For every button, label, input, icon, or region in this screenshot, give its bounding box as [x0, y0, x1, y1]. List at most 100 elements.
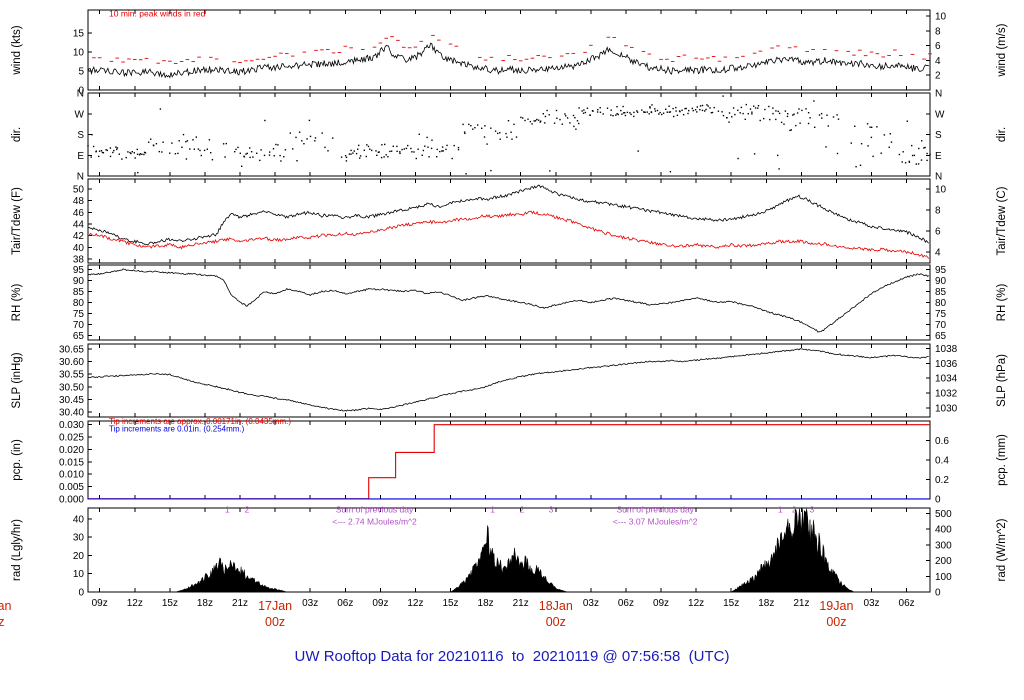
svg-text:48: 48	[73, 196, 85, 207]
x-tick-label: 18z	[197, 598, 213, 609]
svg-text:90: 90	[935, 276, 947, 287]
svg-text:S: S	[935, 130, 942, 141]
svg-text:8: 8	[935, 205, 941, 216]
series-wind-direction-deg	[87, 95, 931, 175]
wind-frame	[87, 9, 931, 91]
svg-text:75: 75	[935, 309, 947, 320]
dir-ylabel-right: dir.	[996, 127, 1008, 142]
annotation-text: Tip increments are approx. 0.00171in. (0…	[109, 417, 291, 426]
svg-text:0: 0	[935, 495, 941, 506]
svg-text:0.005: 0.005	[59, 482, 84, 493]
date-label-line1: 18Jan	[539, 599, 573, 613]
svg-text:E: E	[77, 151, 84, 162]
svg-text:N: N	[935, 89, 942, 100]
svg-text:8: 8	[935, 26, 941, 37]
svg-text:1032: 1032	[935, 389, 958, 400]
svg-text:N: N	[77, 172, 84, 183]
x-tick-label: 09z	[372, 598, 388, 609]
svg-text:5: 5	[78, 66, 84, 77]
svg-text:S: S	[77, 130, 84, 141]
svg-text:10: 10	[73, 569, 85, 580]
svg-text:46: 46	[73, 208, 85, 219]
annotation-text: 1	[225, 505, 230, 515]
svg-text:300: 300	[935, 540, 952, 551]
svg-text:80: 80	[73, 298, 85, 309]
svg-text:0.010: 0.010	[59, 470, 84, 481]
slp-ylabel-right: SLP (hPa)	[996, 354, 1008, 407]
svg-text:200: 200	[935, 556, 952, 567]
annotation-text: Tip increments are 0.01in. (0.254mm.)	[109, 425, 245, 434]
svg-text:0.015: 0.015	[59, 457, 84, 468]
svg-text:500: 500	[935, 509, 952, 520]
svg-text:70: 70	[935, 320, 947, 331]
annotation-text: <--- 2.74 MJoules/m^2	[332, 516, 417, 526]
svg-text:75: 75	[73, 309, 85, 320]
date-label-line2: 00z	[826, 615, 846, 629]
svg-text:1038: 1038	[935, 344, 958, 355]
annotation-text: Sum of previous day	[616, 505, 694, 515]
svg-text:W: W	[935, 109, 945, 120]
x-tick-label: 09z	[653, 598, 669, 609]
svg-text:30.65: 30.65	[59, 345, 84, 356]
x-tick-label: 12z	[407, 598, 423, 609]
svg-text:N: N	[935, 172, 942, 183]
slp-ylabel-left: SLP (inHg)	[11, 352, 23, 408]
svg-text:4: 4	[935, 247, 941, 258]
x-tick-label: 21z	[232, 598, 248, 609]
svg-text:0.030: 0.030	[59, 420, 84, 431]
svg-text:95: 95	[73, 265, 85, 276]
svg-text:0: 0	[78, 588, 84, 599]
annotation-text: 3	[810, 505, 815, 515]
x-tick-label: 21z	[793, 598, 809, 609]
svg-text:6: 6	[935, 41, 941, 52]
svg-text:30.45: 30.45	[59, 395, 84, 406]
svg-text:30.60: 30.60	[59, 357, 84, 368]
x-tick-label: 15z	[442, 598, 458, 609]
panel-wind: 0 5 10 15 2 4 6 8 10 wind (kts) wind (m/s) 10 min. …	[11, 9, 1008, 97]
svg-text:4: 4	[935, 56, 941, 67]
svg-text:10: 10	[935, 184, 947, 195]
svg-text:65: 65	[935, 331, 947, 342]
x-tick-label: 06z	[899, 598, 915, 609]
date-label-line1: 19Jan	[819, 599, 853, 613]
series-rh-percent	[87, 268, 930, 333]
annotation-text: 1	[490, 505, 495, 515]
rad-ylabel-right: rad (W/m^2)	[996, 518, 1008, 581]
series-slp-inhg	[88, 348, 929, 412]
temp-frame	[87, 178, 931, 264]
series-wind-average-kts	[87, 42, 929, 79]
svg-text:30.55: 30.55	[59, 370, 84, 381]
svg-text:2: 2	[935, 71, 941, 82]
annotation-text: 2	[245, 505, 250, 515]
dir-frame	[87, 92, 931, 177]
series-tair-f	[87, 184, 930, 246]
svg-text:0.000: 0.000	[59, 495, 84, 506]
svg-text:N: N	[77, 89, 84, 100]
svg-text:1036: 1036	[935, 359, 958, 370]
svg-text:E: E	[935, 151, 942, 162]
x-tick-label: 03z	[302, 598, 318, 609]
series-tdew-f	[88, 210, 930, 259]
rh-frame	[87, 264, 931, 341]
pcp-ylabel-right: pcp. (mm)	[996, 434, 1008, 486]
annotation-text: 2	[792, 505, 797, 515]
svg-text:0.2: 0.2	[935, 475, 949, 486]
svg-text:10: 10	[935, 11, 947, 22]
x-tick-label: 06z	[618, 598, 634, 609]
svg-text:44: 44	[73, 219, 85, 230]
rh-ylabel-left: RH (%)	[11, 283, 23, 321]
svg-text:1034: 1034	[935, 374, 958, 385]
series-precip-accum-tipping-red	[88, 424, 930, 500]
x-tick-label: 06z	[337, 598, 353, 609]
svg-text:400: 400	[935, 525, 952, 536]
annotation-text: 10 min. peak winds in red	[109, 9, 206, 19]
svg-text:20: 20	[73, 551, 85, 562]
svg-text:0: 0	[935, 588, 941, 599]
date-label-line1: 16Jan	[0, 599, 11, 613]
date-label-line2: 00z	[265, 615, 285, 629]
x-tick-label: 15z	[162, 598, 178, 609]
